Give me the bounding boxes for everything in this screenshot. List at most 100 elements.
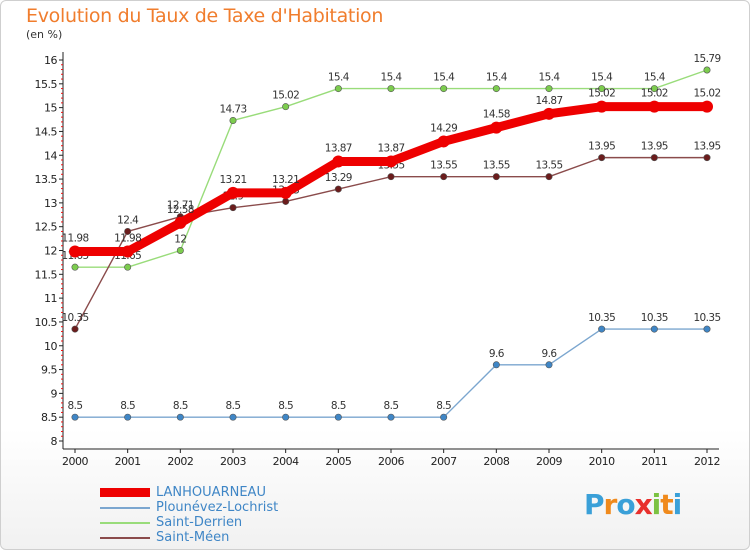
data-label-plounevez-lochrist: 8.5 (120, 400, 135, 412)
data-label-saint-meen: 13.55 (483, 160, 510, 172)
logo-letter: i (651, 488, 662, 521)
data-label-plounevez-lochrist: 10.35 (693, 312, 720, 324)
y-tick-label: 13.5 (35, 173, 58, 186)
data-point-plounevez-lochrist (650, 325, 658, 333)
data-label-saint-derrien: 15.4 (539, 72, 561, 84)
data-point-saint-meen (492, 173, 500, 181)
logo-letter: t (660, 488, 673, 521)
data-label-saint-derrien: 14.73 (219, 103, 246, 115)
x-tick-label: 2000 (62, 455, 88, 468)
data-point-saint-meen (124, 227, 132, 235)
x-tick-label: 2003 (220, 455, 246, 468)
data-point-plounevez-lochrist (229, 413, 237, 421)
data-point-saint-derrien (650, 85, 658, 93)
legend-swatch-plounevez-lochrist (100, 506, 150, 509)
chart-legend: LANHOUARNEAU Plounévez-Lochrist Saint-Derr… (100, 485, 278, 545)
logo-letter: r (603, 488, 618, 521)
y-tick-label: 10.5 (35, 316, 58, 329)
logo-letter: x (634, 488, 653, 521)
unit-label: (en %) (26, 28, 63, 41)
data-point-saint-meen (598, 154, 606, 162)
legend-label-saint-derrien: Saint-Derrien (156, 515, 243, 530)
data-point-plounevez-lochrist (440, 413, 448, 421)
data-label-saint-derrien: 15.4 (328, 72, 350, 84)
data-label-saint-derrien: 15.4 (486, 72, 508, 84)
data-point-lanhouarneau (648, 100, 661, 113)
data-point-lanhouarneau (332, 155, 345, 168)
data-point-lanhouarneau (385, 155, 397, 168)
y-tick-label: 14 (44, 149, 57, 162)
data-point-saint-meen (650, 154, 658, 162)
data-point-lanhouarneau (174, 216, 187, 229)
data-label-lanhouarneau: 13.87 (377, 142, 404, 154)
data-point-lanhouarneau (437, 135, 450, 148)
y-tick-label: 12 (44, 245, 57, 258)
legend-swatch-lanhouarneau (100, 488, 150, 497)
y-tick-label: 14.5 (35, 125, 58, 138)
data-label-saint-derrien: 15.79 (693, 53, 720, 65)
data-label-plounevez-lochrist: 8.5 (384, 400, 399, 412)
data-label-lanhouarneau: 15.02 (693, 88, 720, 100)
data-label-plounevez-lochrist: 8.5 (331, 400, 346, 412)
data-point-saint-meen (387, 173, 395, 181)
legend-label-saint-meen: Saint-Méen (156, 530, 230, 545)
data-point-saint-derrien (598, 85, 606, 93)
data-point-plounevez-lochrist (176, 413, 184, 421)
y-tick-label: 10 (44, 340, 57, 353)
data-point-saint-derrien (545, 85, 553, 93)
data-point-saint-derrien (492, 85, 500, 93)
y-tick-label: 12.5 (35, 221, 58, 234)
data-label-lanhouarneau: 15.02 (588, 88, 615, 100)
legend-swatch-saint-meen (100, 536, 150, 539)
data-point-lanhouarneau (543, 107, 555, 120)
data-point-saint-meen (545, 173, 553, 181)
data-point-lanhouarneau (595, 100, 608, 113)
data-point-saint-meen (703, 154, 711, 162)
data-label-saint-meen: 13.95 (588, 141, 615, 153)
logo-letter: i (672, 488, 683, 521)
x-tick-label: 2006 (378, 455, 404, 468)
legend-item-saint-meen: Saint-Méen (100, 530, 278, 545)
data-point-saint-meen (334, 185, 342, 193)
data-point-saint-derrien (176, 247, 184, 255)
data-label-saint-derrien: 15.02 (272, 90, 299, 102)
data-label-plounevez-lochrist: 8.5 (436, 400, 451, 412)
data-point-saint-meen (282, 197, 290, 205)
data-label-plounevez-lochrist: 10.35 (588, 312, 615, 324)
data-label-saint-derrien: 15.4 (433, 72, 455, 84)
x-tick-label: 2008 (483, 455, 509, 468)
data-point-plounevez-lochrist (334, 413, 342, 421)
y-tick-label: 13 (44, 197, 57, 210)
y-tick-label: 9.5 (41, 364, 57, 377)
x-tick-label: 2001 (115, 455, 141, 468)
data-label-saint-meen: 13.55 (535, 160, 562, 172)
data-point-plounevez-lochrist (282, 413, 290, 421)
data-label-lanhouarneau: 13.87 (325, 142, 352, 154)
data-label-saint-meen: 13.95 (641, 141, 668, 153)
legend-item-lanhouarneau: LANHOUARNEAU (100, 485, 278, 500)
data-label-lanhouarneau: 14.29 (430, 122, 457, 134)
data-point-plounevez-lochrist (545, 361, 553, 369)
x-tick-label: 2012 (694, 455, 720, 468)
data-point-saint-derrien (387, 85, 395, 93)
data-label-lanhouarneau: 14.87 (535, 95, 562, 107)
data-point-saint-derrien (440, 85, 448, 93)
data-label-saint-derrien: 15.4 (591, 72, 613, 84)
x-tick-label: 2007 (431, 455, 457, 468)
data-label-saint-derrien: 15.4 (644, 72, 666, 84)
data-label-lanhouarneau: 14.58 (483, 109, 510, 121)
legend-label-lanhouarneau: LANHOUARNEAU (156, 485, 266, 500)
logo-letter: P (584, 488, 605, 521)
y-tick-label: 8.5 (41, 411, 57, 424)
data-label-lanhouarneau: 12.58 (167, 204, 194, 216)
data-label-plounevez-lochrist: 9.6 (542, 348, 558, 360)
data-label-plounevez-lochrist: 8.5 (68, 400, 83, 412)
data-label-plounevez-lochrist: 10.35 (641, 312, 668, 324)
data-label-saint-derrien: 12 (174, 234, 186, 246)
data-label-lanhouarneau: 11.98 (114, 232, 141, 244)
data-label-saint-meen: 13.95 (693, 141, 720, 153)
x-tick-label: 2009 (536, 455, 562, 468)
data-point-lanhouarneau (121, 245, 134, 258)
y-tick-label: 16 (44, 54, 57, 67)
data-label-saint-meen: 10.35 (61, 312, 88, 324)
